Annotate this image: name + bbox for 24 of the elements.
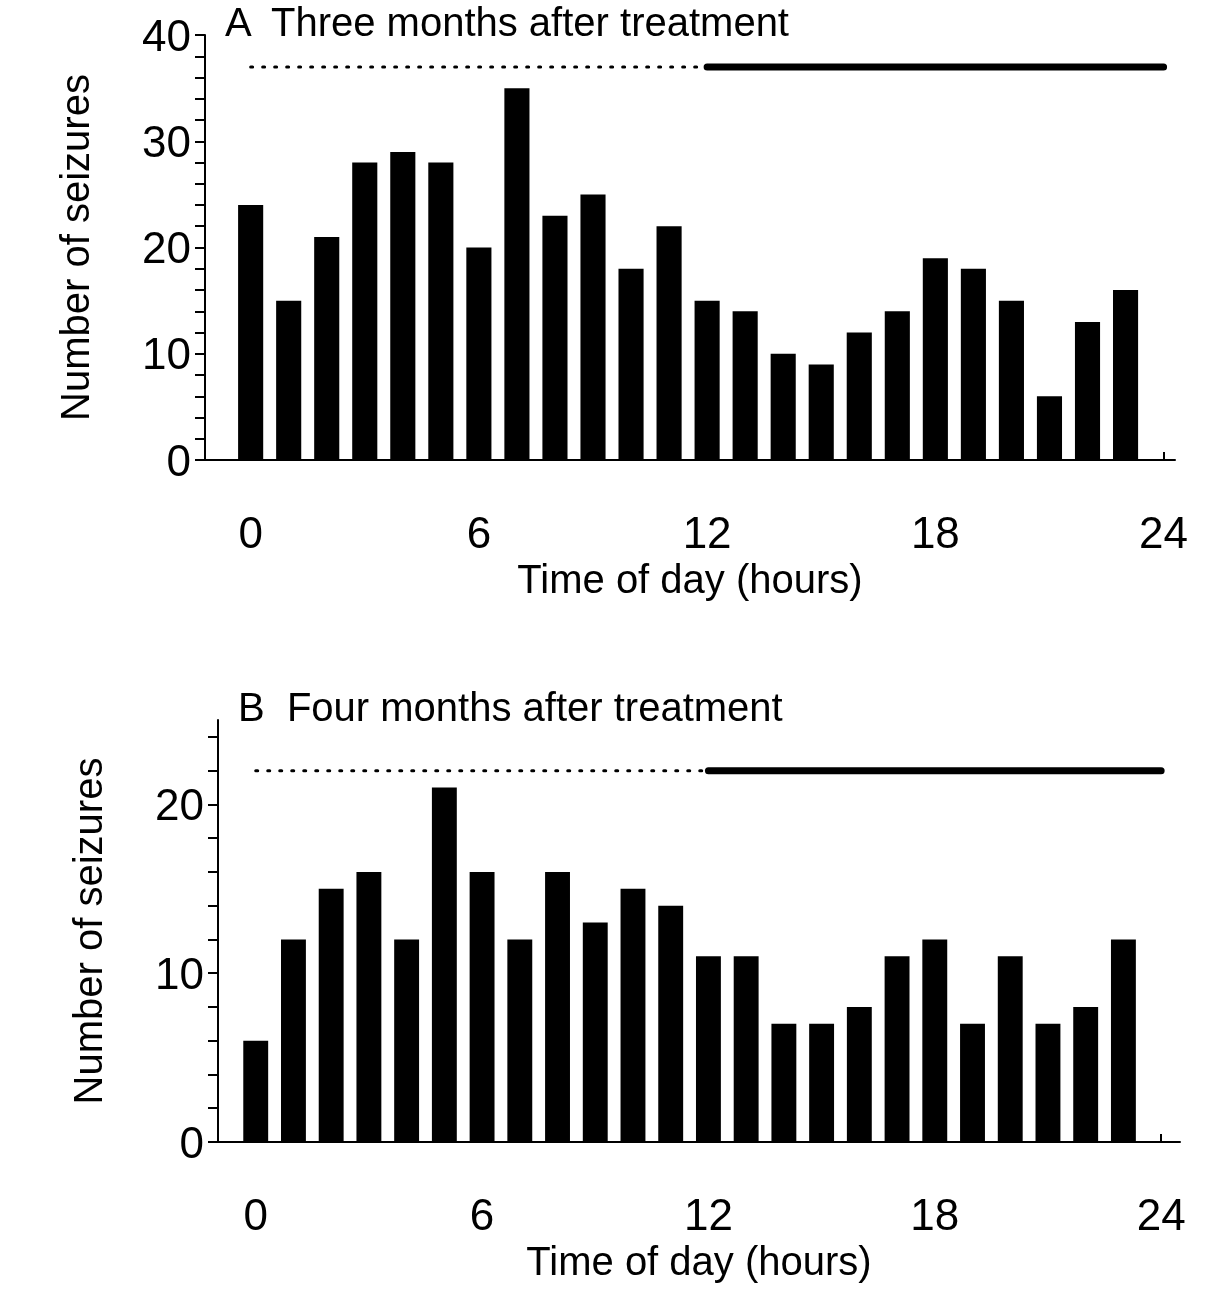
y-axis-title: Number of seizures bbox=[66, 757, 110, 1105]
x-tick-label: 24 bbox=[1136, 1189, 1186, 1239]
x-tick-label: 6 bbox=[466, 507, 492, 557]
chart-title: B Four months after treatment bbox=[238, 685, 783, 729]
y-tick-label: 10 bbox=[142, 329, 191, 379]
y-tick-label: 10 bbox=[155, 948, 204, 998]
x-tick-label: 18 bbox=[910, 507, 960, 557]
x-tick-label: 12 bbox=[683, 1189, 733, 1239]
x-tick-label: 12 bbox=[682, 507, 732, 557]
x-axis-title: Time of day (hours) bbox=[517, 556, 863, 601]
x-tick-label: 24 bbox=[1139, 507, 1189, 557]
y-tick-label: 40 bbox=[142, 10, 191, 60]
x-tick-label: 0 bbox=[238, 507, 263, 557]
y-tick-label: 30 bbox=[142, 116, 191, 166]
y-axis-title: Number of seizures bbox=[53, 74, 97, 421]
y-tick-label: 20 bbox=[142, 223, 191, 272]
chart-title: A Three months after treatment bbox=[225, 0, 789, 44]
y-tick-label: 0 bbox=[179, 1117, 204, 1167]
x-tick-label: 0 bbox=[243, 1189, 268, 1239]
x-axis-title: Time of day (hours) bbox=[526, 1238, 872, 1283]
y-tick-label: 20 bbox=[155, 779, 204, 829]
x-tick-label: 18 bbox=[910, 1189, 960, 1239]
y-tick-label: 0 bbox=[166, 435, 191, 485]
x-tick-label: 6 bbox=[469, 1189, 495, 1239]
